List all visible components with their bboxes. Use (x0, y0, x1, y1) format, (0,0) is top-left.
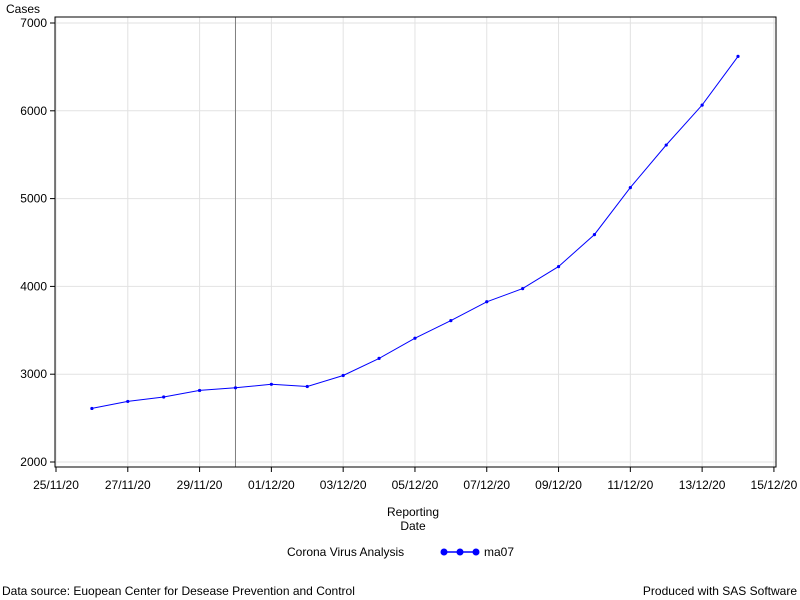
x-axis-title-line1: Reporting (387, 505, 439, 519)
x-tick-label: 09/12/20 (535, 478, 582, 492)
data-point (162, 395, 166, 399)
x-axis: 25/11/20 27/11/20 29/11/20 01/12/20 03/12/20… (33, 467, 798, 492)
data-point (664, 143, 668, 147)
legend: Corona Virus Analysis ma07 (287, 545, 514, 559)
x-tick-label: 29/11/20 (177, 478, 223, 492)
x-tick-label: 25/11/20 (33, 478, 79, 492)
legend-marker-3 (472, 548, 480, 556)
data-point (736, 54, 740, 58)
data-point (556, 265, 561, 269)
x-axis-title-line2: Date (400, 519, 426, 533)
data-point (90, 406, 94, 411)
data-point (413, 336, 417, 340)
y-axis: 2000 3000 4000 5000 6000 7000 (20, 16, 55, 469)
data-point (628, 186, 632, 190)
y-tick-label: 2000 (20, 455, 47, 469)
data-point (341, 373, 345, 378)
x-tick-label: 03/12/20 (320, 478, 367, 492)
legend-marker-2 (456, 548, 464, 556)
data-point (126, 399, 130, 404)
data-point (521, 286, 525, 291)
data-point (485, 300, 489, 304)
data-point (305, 384, 309, 389)
plot-frame (54, 16, 777, 468)
y-tick-label: 7000 (20, 16, 47, 30)
series-ma07 (90, 54, 740, 411)
data-source-footnote: Data source: Euopean Center for Desease … (2, 584, 355, 598)
y-tick-label: 3000 (20, 367, 47, 381)
x-tick-label: 01/12/20 (248, 478, 295, 492)
x-tick-label: 07/12/20 (463, 478, 510, 492)
x-tick-label: 13/12/20 (679, 478, 726, 492)
y-tick-label: 5000 (20, 192, 47, 206)
y-tick-label: 4000 (20, 279, 47, 293)
software-credit-footnote: Produced with SAS Software (642, 584, 797, 598)
data-point (449, 319, 453, 323)
legend-series-name: ma07 (484, 545, 514, 559)
data-point (700, 103, 704, 107)
y-tick-label: 6000 (20, 104, 47, 118)
data-point (592, 232, 597, 237)
data-point (233, 386, 238, 390)
x-tick-label: 11/12/20 (607, 478, 653, 492)
y-axis-title: Cases (6, 2, 40, 16)
data-point (197, 388, 202, 393)
data-point (269, 382, 273, 386)
legend-label: Corona Virus Analysis (287, 545, 404, 559)
data-point (377, 356, 381, 360)
x-tick-label: 05/12/20 (392, 478, 439, 492)
x-tick-label: 27/11/20 (105, 478, 151, 492)
x-tick-label: 15/12/20 (751, 478, 798, 492)
gridlines (55, 17, 776, 467)
legend-marker-1 (440, 548, 448, 556)
